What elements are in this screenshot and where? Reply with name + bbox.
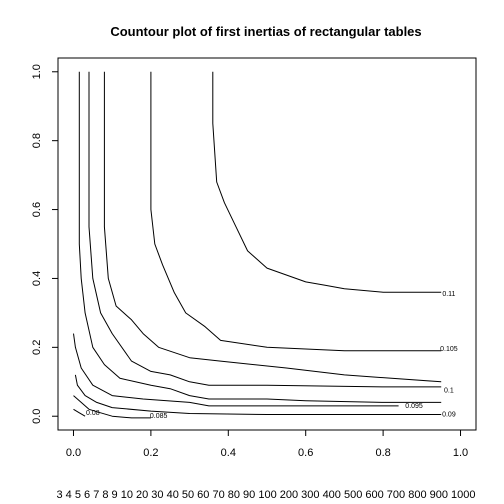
contour-line [103,71,442,383]
contour-level-label: 0.09 [442,412,456,419]
contour-lines [73,71,442,419]
contour-line [73,395,151,419]
contour-line [73,333,399,407]
contour-line [73,408,86,417]
y-tick-label: 0.8 [31,133,43,148]
x-tick-label: 0.6 [298,447,313,459]
contour-level-label: 0.08 [86,410,100,417]
contour-line [74,374,442,415]
contour-labels: 0.08 0.085 0.09 0.095 0.1 0.105 0.11 [86,291,458,420]
x-axis: 0.0 0.2 0.4 0.6 0.8 1.0 [66,429,468,459]
contour-level-label: 0.1 [444,387,454,394]
contour-level-label: 0.11 [442,291,455,298]
contour-line [88,71,442,388]
contour-line [150,71,442,352]
x-tick-label: 0.8 [375,447,390,459]
y-tick-label: 0.0 [31,409,43,424]
contour-line [212,71,442,293]
y-tick-label: 0.2 [31,340,43,355]
y-tick-label: 1.0 [31,64,43,79]
contour-level-label: 0.095 [405,403,423,410]
plot-frame [57,57,477,431]
x-tick-label: 1.0 [453,447,468,459]
contour-line [78,71,442,403]
chart-title: Countour plot of first inertias of recta… [110,24,421,39]
y-tick-label: 0.4 [31,271,43,286]
x-tick-label: 0.2 [143,447,158,459]
y-tick-label: 0.6 [31,202,43,217]
y-axis: 0.0 0.2 0.4 0.6 0.8 1.0 [31,64,59,424]
x-tick-label: 0.0 [66,447,81,459]
secondary-x-labels: 3 4 5 6 7 8 9 10 20 30 40 50 60 70 80 90… [57,489,476,501]
contour-level-label: 0.085 [150,413,168,420]
x-tick-label: 0.4 [221,447,236,459]
contour-level-label: 0.105 [440,346,458,353]
